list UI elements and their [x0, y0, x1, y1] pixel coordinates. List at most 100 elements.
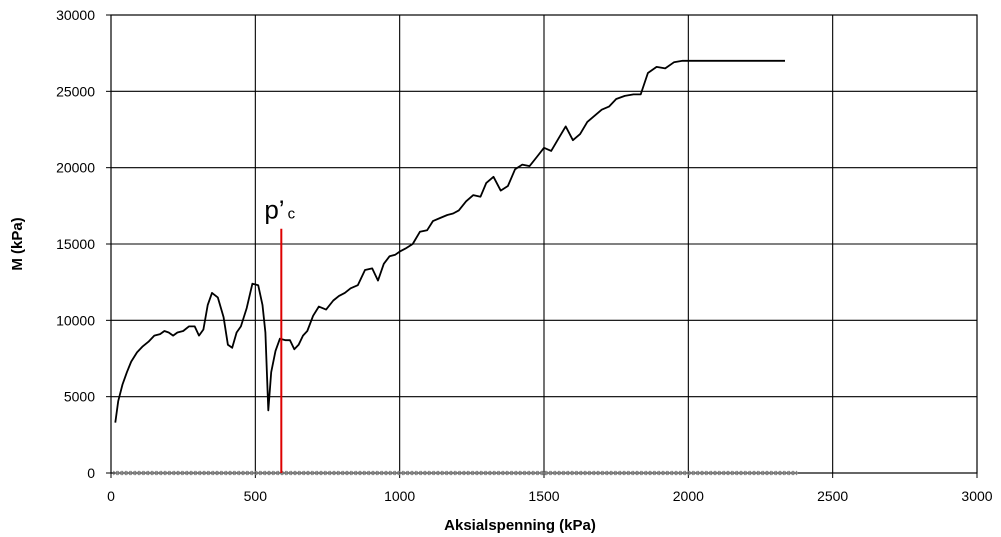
baseline-marker [381, 470, 387, 476]
baseline-marker [113, 470, 118, 476]
baseline-marker [372, 470, 378, 476]
baseline-marker [364, 470, 369, 476]
baseline-marker [398, 470, 404, 476]
y-tick-label: 25000 [56, 83, 95, 99]
baseline-marker [507, 470, 512, 476]
baseline-marker [351, 470, 356, 476]
baseline-marker [567, 470, 573, 476]
baseline-marker [571, 470, 577, 476]
baseline-marker [632, 470, 638, 476]
y-axis-title: M (kPa) [9, 217, 26, 270]
baseline-marker [268, 470, 274, 476]
baseline-marker [303, 470, 309, 476]
baseline-marker [732, 470, 737, 476]
baseline-marker [273, 470, 278, 476]
baseline-marker [593, 470, 599, 476]
baseline-marker [641, 470, 646, 476]
baseline-marker [126, 470, 131, 476]
baseline-marker [368, 470, 374, 476]
baseline-marker [597, 470, 603, 476]
baseline-marker [225, 470, 231, 476]
x-axis-title: Aksialspenning (kPa) [444, 517, 596, 534]
baseline-marker [610, 470, 616, 476]
baseline-marker [390, 470, 395, 476]
baseline-marker [511, 470, 517, 476]
baseline-marker [294, 470, 300, 476]
x-tick-labels: 0 500 1000 1500 2000 2500 3000 [107, 473, 993, 504]
baseline-marker [429, 470, 434, 476]
baseline-marker [147, 470, 153, 476]
baseline-marker [749, 470, 755, 476]
baseline-marker [195, 470, 200, 476]
baseline-marker [130, 470, 135, 476]
baseline-marker [255, 470, 261, 476]
baseline-marker [584, 470, 590, 476]
baseline-marker [494, 470, 499, 476]
baseline-marker [355, 470, 361, 476]
baseline-marker [203, 470, 209, 476]
baseline-marker [143, 470, 148, 476]
preconsolidation-label: p’ c [264, 195, 295, 225]
baseline-marker [645, 470, 651, 476]
x-tick-label: 3000 [961, 488, 992, 504]
baseline-marker [216, 470, 222, 476]
baseline-marker [719, 470, 724, 476]
baseline-marker [628, 470, 633, 476]
baseline-marker [546, 470, 551, 476]
baseline-marker [520, 470, 525, 476]
baseline-marker [342, 470, 348, 476]
baseline-marker [758, 470, 763, 476]
baseline-marker [559, 470, 564, 476]
baseline-marker [455, 470, 460, 476]
baseline-marker [151, 470, 157, 476]
baseline-marker [329, 470, 335, 476]
x-tick-label: 1000 [384, 488, 415, 504]
baseline-marker [784, 470, 789, 476]
baseline-marker [792, 470, 798, 476]
baseline-marker [662, 470, 668, 476]
baseline-marker [299, 470, 304, 476]
baseline-marker [706, 470, 711, 476]
x-tick-label: 2000 [673, 488, 704, 504]
baseline-marker [403, 470, 408, 476]
baseline-marker [312, 470, 317, 476]
baseline-marker [281, 470, 287, 476]
annotations: p’ c [264, 195, 296, 473]
baseline-marker [325, 470, 330, 476]
baseline-marker [580, 470, 586, 476]
baseline-marker [688, 470, 694, 476]
baseline-marker [182, 470, 187, 476]
baseline-marker [338, 470, 343, 476]
baseline-marker [385, 470, 391, 476]
baseline-marker [190, 470, 196, 476]
baseline-marker [468, 470, 473, 476]
y-tick-label: 30000 [56, 7, 95, 23]
baseline-marker [234, 470, 239, 476]
baseline-marker [485, 470, 491, 476]
baseline-marker [290, 470, 296, 476]
baseline-marker [684, 470, 690, 476]
baseline-marker [260, 470, 265, 476]
baseline-marker [407, 470, 413, 476]
baseline-marker [411, 470, 417, 476]
baseline-marker [649, 470, 655, 476]
y-tick-label: 10000 [56, 312, 95, 328]
baseline-marker [671, 470, 677, 476]
baseline-marker [424, 470, 430, 476]
baseline-marker [762, 470, 768, 476]
baseline-marker [680, 470, 685, 476]
baseline-marker [576, 470, 581, 476]
baseline-marker [766, 470, 772, 476]
baseline-marker [199, 470, 205, 476]
baseline-marker [446, 470, 452, 476]
baseline-marker [723, 470, 729, 476]
zero-baseline-series [113, 470, 799, 476]
baseline-marker [242, 470, 248, 476]
baseline-marker [377, 470, 382, 476]
baseline-marker [701, 470, 707, 476]
baseline-marker [779, 470, 785, 476]
baseline-marker [208, 470, 213, 476]
baseline-marker [316, 470, 322, 476]
baseline-marker [156, 470, 161, 476]
baseline-marker [623, 470, 629, 476]
